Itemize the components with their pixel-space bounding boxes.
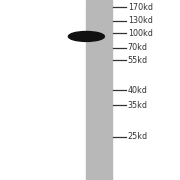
Text: 25kd: 25kd: [128, 132, 148, 141]
Bar: [86, 0, 112, 180]
Text: 70kd: 70kd: [128, 43, 148, 52]
Text: 130kd: 130kd: [128, 16, 153, 25]
Text: 55kd: 55kd: [128, 56, 148, 65]
Ellipse shape: [68, 31, 104, 41]
Text: 170kd: 170kd: [128, 3, 153, 12]
Text: 40kd: 40kd: [128, 86, 148, 94]
Text: 100kd: 100kd: [128, 29, 153, 38]
Text: 35kd: 35kd: [128, 101, 148, 110]
